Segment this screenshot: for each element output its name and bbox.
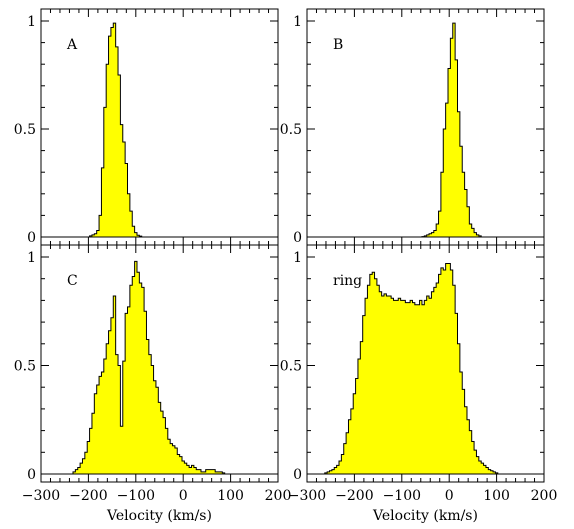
- histogram-series: [322, 263, 503, 475]
- x-axis-label: Velocity (km/s): [106, 508, 212, 524]
- x-tick-label: −300: [288, 488, 326, 504]
- x-tick-label: −300: [22, 488, 60, 504]
- panel-label-a: A: [66, 37, 78, 53]
- x-tick-label: −100: [117, 488, 155, 504]
- y-tick-label: 1: [27, 14, 36, 30]
- y-tick-label: 0: [293, 467, 302, 483]
- chart-panel-3: 0 0.5 1 −300 −200 −100 0 100 200 Velocity (km/s) r…: [280, 244, 558, 524]
- x-tick-label: 200: [531, 488, 558, 504]
- x-tick-label: 100: [483, 488, 510, 504]
- plot-frame: [40, 244, 279, 483]
- y-tick-label: 0: [27, 230, 36, 246]
- histogram-series: [419, 22, 486, 238]
- x-axis-label: Velocity (km/s): [372, 508, 478, 524]
- chart-panel-0: 0 0.5 1 A: [14, 8, 279, 246]
- histogram-series: [84, 22, 147, 238]
- y-tick-label: 0: [27, 467, 36, 483]
- y-tick-label: 0.5: [280, 122, 302, 138]
- y-tick-label: 1: [293, 250, 302, 266]
- y-tick-label: 0: [293, 230, 302, 246]
- panel-label-ring: ring: [333, 273, 362, 289]
- plot-frame: [306, 244, 545, 483]
- x-tick-label: −100: [383, 488, 421, 504]
- histogram-series: [70, 260, 230, 475]
- x-tick-label: 200: [265, 488, 292, 504]
- x-tick-label: 0: [445, 488, 454, 504]
- x-tick-label: −200: [69, 488, 107, 504]
- y-tick-label: 0.5: [280, 359, 302, 375]
- panel-label-b: B: [333, 37, 343, 53]
- x-tick-label: 0: [179, 488, 188, 504]
- y-tick-label: 1: [293, 14, 302, 30]
- y-tick-label: 1: [27, 250, 36, 266]
- panel-label-c: C: [67, 273, 78, 289]
- x-tick-label: 100: [217, 488, 244, 504]
- x-tick-label: −200: [335, 488, 373, 504]
- chart-panel-2: 0 0.5 1 −300 −200 −100 0 100 200 Velocity (km/s) C: [14, 244, 292, 524]
- y-tick-label: 0.5: [14, 122, 36, 138]
- y-tick-label: 0.5: [14, 359, 36, 375]
- chart-panel-1: 0 0.5 1 B: [280, 8, 545, 246]
